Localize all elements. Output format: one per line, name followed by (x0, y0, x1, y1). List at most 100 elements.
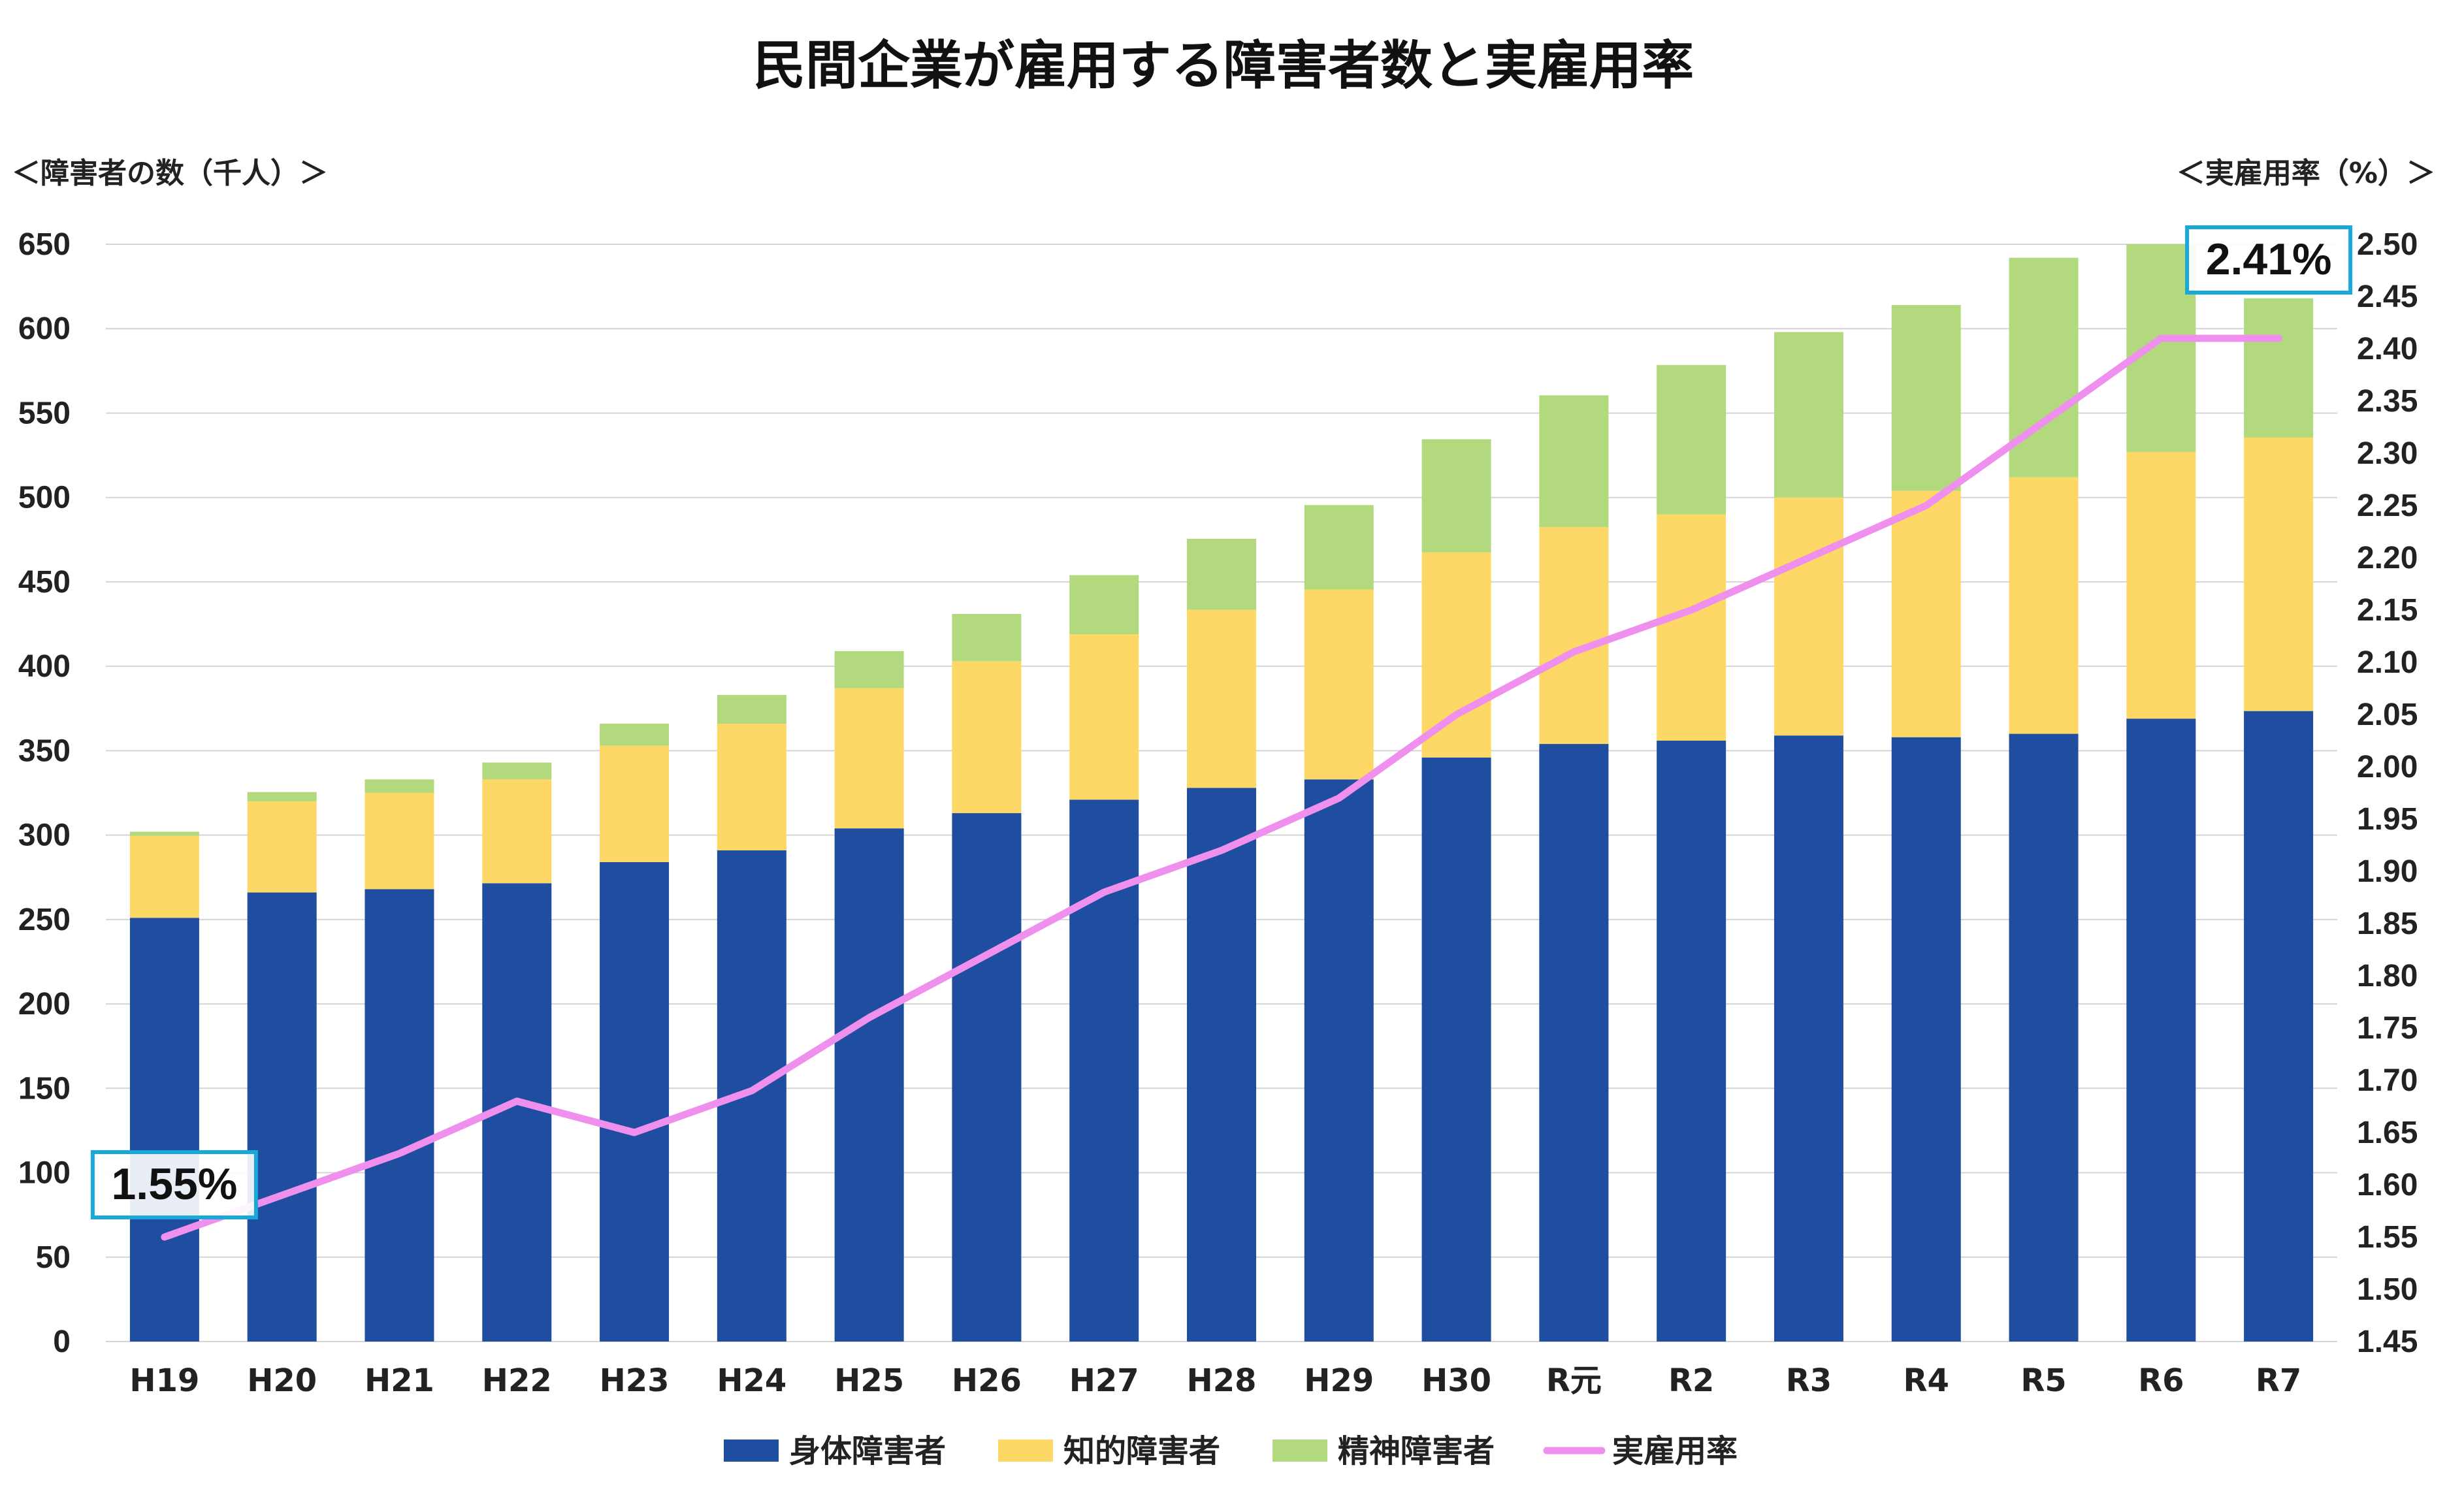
y-left-tick-label: 100 (18, 1156, 71, 1191)
x-axis-labels: H19 H20 H21 H22 H23 H24 H25 H26 H27 H28 H29 H30 R元 R2… (129, 1362, 2301, 1399)
y-left-ticks: 0 50 100 150 200 250 300 350 400 450 500 550 600 650 (18, 227, 71, 1359)
x-tick-label: R5 (2020, 1362, 2066, 1399)
y-right-tick-label: 1.70 (2357, 1063, 2418, 1098)
bar-segment-1 (1304, 779, 1374, 1342)
bar-segment-3 (482, 762, 552, 780)
x-tick-label: H28 (1187, 1362, 1257, 1399)
bar-segment-1 (1774, 735, 1843, 1342)
legend-swatch (998, 1440, 1053, 1462)
bar-segment-3 (1539, 395, 1609, 527)
y-right-tick-label: 1.60 (2357, 1168, 2418, 1202)
callout-label: 1.55% (111, 1159, 237, 1209)
bar-segment-2 (482, 779, 552, 884)
y-left-tick-label: 450 (18, 565, 71, 600)
bar-segment-1 (247, 892, 317, 1342)
y-right-tick-label: 1.45 (2357, 1325, 2418, 1359)
bar-segment-2 (1187, 609, 1256, 788)
rate-line-layer (161, 334, 2282, 1241)
bar-segment-3 (952, 614, 1022, 662)
x-tick-label: H24 (717, 1362, 786, 1399)
y-right-tick-label: 1.50 (2357, 1272, 2418, 1307)
legend-swatch (1272, 1440, 1327, 1462)
callout-label: 2.41% (2206, 234, 2332, 284)
bar-segment-3 (1187, 539, 1256, 610)
bar-segment-3 (834, 651, 904, 688)
x-tick-label: H27 (1069, 1362, 1139, 1399)
bar-segment-2 (952, 661, 1022, 814)
bar-segment-3 (247, 792, 317, 801)
bar-segment-3 (1069, 575, 1139, 635)
x-tick-label: R6 (2138, 1362, 2184, 1399)
y-right-tick-label: 1.95 (2357, 802, 2418, 837)
bar-segment-2 (834, 688, 904, 829)
y-left-tick-label: 350 (18, 733, 71, 768)
bar-segment-2 (1657, 514, 1726, 741)
y-right-tick-label: 2.25 (2357, 489, 2418, 523)
callout-box (90, 1150, 258, 1219)
y-left-tick-label: 600 (18, 312, 71, 346)
bar-segment-1 (1421, 757, 1491, 1342)
y-left-tick-label: 400 (18, 649, 71, 684)
y-left-tick-label: 250 (18, 903, 71, 937)
y-right-tick-label: 2.20 (2357, 541, 2418, 575)
bar-segment-2 (2009, 477, 2079, 734)
bar-segment-2 (1891, 491, 1961, 737)
y-left-tick-label: 150 (18, 1071, 71, 1106)
bar-segment-3 (2126, 244, 2196, 452)
x-tick-label: R2 (1668, 1362, 1714, 1399)
bar-segment-1 (952, 813, 1022, 1342)
x-tick-label: H30 (1421, 1362, 1491, 1399)
x-tick-label: H25 (834, 1362, 904, 1399)
y-left-tick-label: 550 (18, 396, 71, 430)
chart-title: 民間企業が雇用する障害者数と実雇用率 (753, 35, 1694, 96)
bar-segment-3 (365, 779, 434, 793)
bar-segment-2 (2126, 451, 2196, 719)
x-tick-label: H22 (482, 1362, 552, 1399)
bar-segment-2 (1304, 589, 1374, 780)
legend-swatch (724, 1440, 779, 1462)
bars (129, 244, 2314, 1342)
y-left-tick-label: 500 (18, 481, 71, 515)
y-right-tick-label: 2.50 (2357, 227, 2418, 262)
y-left-tick-label: 0 (53, 1325, 71, 1359)
y-right-ticks: 1.45 1.50 1.55 1.60 1.65 1.70 1.75 1.80 1.85 1.90… (2357, 227, 2418, 1359)
bar-segment-2 (247, 801, 317, 893)
x-tick-label: H29 (1304, 1362, 1374, 1399)
x-tick-label: H19 (129, 1362, 199, 1399)
bar-segment-3 (717, 695, 786, 724)
bar-segment-1 (834, 828, 904, 1342)
y-left-tick-label: 300 (18, 818, 71, 853)
x-tick-label: H21 (365, 1362, 434, 1399)
y-right-tick-label: 1.85 (2357, 907, 2418, 941)
y-right-tick-label: 2.40 (2357, 332, 2418, 366)
bar-segment-3 (2244, 298, 2314, 438)
y-left-tick-label: 200 (18, 987, 71, 1021)
legend-label: 精神障害者 (1338, 1433, 1495, 1470)
bar-segment-2 (717, 724, 786, 850)
y-right-tick-label: 1.80 (2357, 959, 2418, 993)
bar-segment-2 (1069, 634, 1139, 800)
bar-segment-2 (365, 793, 434, 890)
y-right-tick-label: 2.30 (2357, 436, 2418, 471)
x-tick-label: R4 (1904, 1362, 1949, 1399)
y-right-tick-label: 1.90 (2357, 854, 2418, 889)
x-tick-label: R7 (2256, 1362, 2301, 1399)
y-right-tick-label: 2.10 (2357, 645, 2418, 680)
legend-label: 実雇用率 (1612, 1433, 1738, 1470)
y-right-tick-label: 2.00 (2357, 750, 2418, 784)
rate-line (161, 334, 2282, 1241)
bar-segment-1 (1187, 788, 1256, 1342)
y-left-axis-title: ＜障害者の数（千人）＞ (12, 157, 328, 190)
bar-segment-3 (2009, 257, 2079, 477)
bar-segment-2 (2244, 437, 2314, 711)
bar-segment-3 (129, 831, 199, 836)
bar-segment-2 (129, 835, 199, 918)
bar-segment-3 (1774, 332, 1843, 498)
x-tick-label: R元 (1546, 1362, 1602, 1399)
y-right-tick-label: 2.45 (2357, 280, 2418, 314)
bar-segment-1 (2126, 718, 2196, 1342)
bar-segment-1 (365, 889, 434, 1342)
bar-segment-2 (1774, 497, 1843, 736)
y-right-tick-label: 1.75 (2357, 1011, 2418, 1046)
